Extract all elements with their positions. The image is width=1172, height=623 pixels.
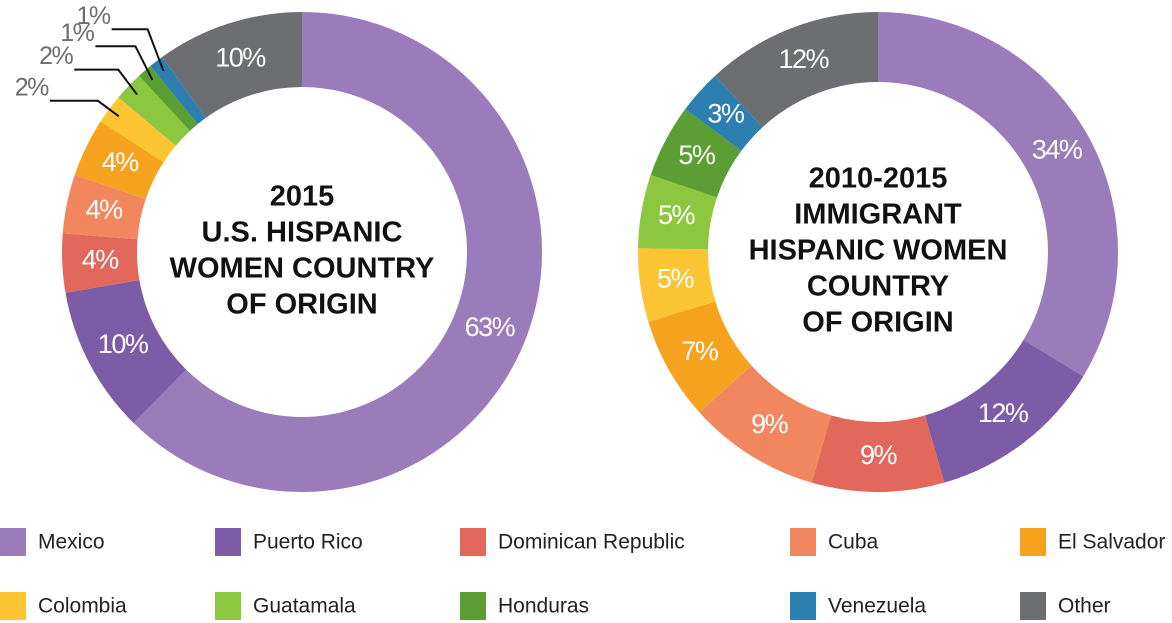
value-label: 1% xyxy=(60,19,94,47)
legend-swatch xyxy=(215,528,241,556)
value-label: 5% xyxy=(657,264,695,294)
value-label: 9% xyxy=(860,440,898,470)
legend-label: Honduras xyxy=(498,595,589,618)
value-label: 3% xyxy=(707,98,745,128)
slice xyxy=(62,233,140,293)
slice xyxy=(62,175,146,240)
slice xyxy=(74,121,164,200)
slice xyxy=(150,56,206,125)
legend-swatch xyxy=(0,528,26,556)
value-label: 2% xyxy=(39,42,73,70)
legend-swatch xyxy=(0,592,26,620)
slice xyxy=(685,75,763,151)
leader-line xyxy=(74,68,138,96)
slice xyxy=(924,340,1084,483)
slice xyxy=(715,11,878,128)
slice xyxy=(699,365,832,483)
slice xyxy=(65,280,187,424)
slice xyxy=(650,109,742,198)
value-label: 10% xyxy=(215,42,266,72)
legend-swatch xyxy=(460,592,486,620)
value-label: 7% xyxy=(681,336,719,366)
chart-title: IMMIGRANT xyxy=(794,199,962,231)
legend-label: Dominican Republic xyxy=(498,531,685,554)
slice xyxy=(133,12,542,492)
legend-label: Guatamala xyxy=(253,595,356,618)
legend-swatch xyxy=(790,528,816,556)
slice xyxy=(139,66,198,131)
value-label: 4% xyxy=(102,147,140,177)
slice xyxy=(878,12,1119,377)
legend-swatch xyxy=(215,592,241,620)
slice xyxy=(100,97,176,163)
chart-title: HISPANIC WOMEN xyxy=(749,235,1008,267)
value-label: 5% xyxy=(678,140,716,170)
legend-label: Mexico xyxy=(38,531,105,554)
value-label: 5% xyxy=(658,200,696,230)
value-label: 10% xyxy=(98,329,149,359)
legend-label: Cuba xyxy=(828,531,879,554)
chart-title: 2015 xyxy=(270,181,335,213)
chart-title: COUNTRY xyxy=(807,271,949,303)
leader-line xyxy=(95,45,154,81)
slice xyxy=(648,301,752,413)
leader-line xyxy=(49,99,120,118)
value-label: 34% xyxy=(1032,134,1083,164)
chart-title: WOMEN COUNTRY xyxy=(170,253,435,285)
legend-label: Venezuela xyxy=(828,595,926,618)
value-label: 1% xyxy=(76,2,110,30)
legend-swatch xyxy=(1020,528,1046,556)
legend-label: Other xyxy=(1058,595,1111,618)
value-label: 12% xyxy=(978,398,1029,428)
legend-label: Colombia xyxy=(38,595,127,618)
legend-swatch xyxy=(460,528,486,556)
chart-title: 2010-2015 xyxy=(809,163,948,195)
legend-swatch xyxy=(1020,592,1046,620)
slice xyxy=(638,248,716,322)
chart-title: OF ORIGIN xyxy=(226,289,377,321)
legend-label: El Salvador xyxy=(1058,531,1165,554)
value-label: 4% xyxy=(86,194,124,224)
value-label: 4% xyxy=(82,245,120,275)
slice xyxy=(638,175,717,250)
slice xyxy=(811,415,945,492)
legend-swatch xyxy=(790,592,816,620)
value-label: 12% xyxy=(778,44,829,74)
value-label: 2% xyxy=(15,73,49,101)
value-label: 9% xyxy=(751,409,789,439)
value-label: 63% xyxy=(465,312,516,342)
legend-label: Puerto Rico xyxy=(253,531,363,554)
slice xyxy=(162,12,302,118)
chart-title: OF ORIGIN xyxy=(802,307,953,339)
leader-line xyxy=(111,28,165,72)
chart-title: U.S. HISPANIC xyxy=(202,217,403,249)
